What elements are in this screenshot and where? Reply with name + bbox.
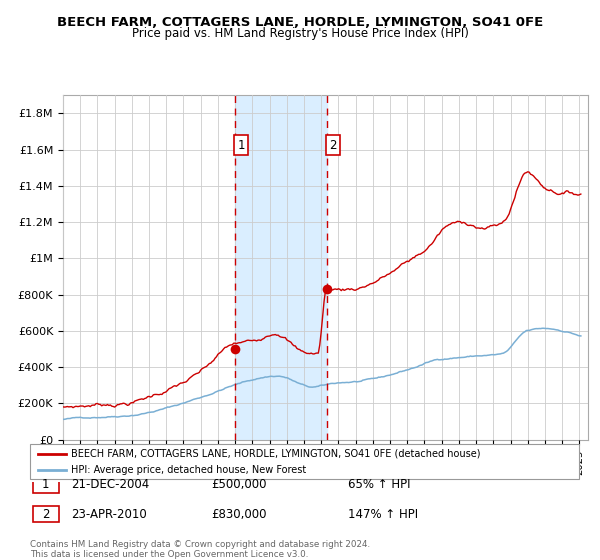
Text: BEECH FARM, COTTAGERS LANE, HORDLE, LYMINGTON, SO41 0FE: BEECH FARM, COTTAGERS LANE, HORDLE, LYMI… (57, 16, 543, 29)
Text: 1: 1 (42, 478, 50, 491)
Text: 2: 2 (329, 139, 337, 152)
Text: £830,000: £830,000 (211, 507, 266, 521)
Text: £500,000: £500,000 (211, 478, 266, 491)
Text: HPI: Average price, detached house, New Forest: HPI: Average price, detached house, New … (71, 465, 307, 475)
Text: 23-APR-2010: 23-APR-2010 (71, 507, 147, 521)
Text: 147% ↑ HPI: 147% ↑ HPI (349, 507, 419, 521)
FancyBboxPatch shape (33, 477, 59, 493)
Text: 1: 1 (237, 139, 245, 152)
FancyBboxPatch shape (33, 506, 59, 522)
Text: 65% ↑ HPI: 65% ↑ HPI (349, 478, 411, 491)
Text: Price paid vs. HM Land Registry's House Price Index (HPI): Price paid vs. HM Land Registry's House … (131, 27, 469, 40)
Text: Contains HM Land Registry data © Crown copyright and database right 2024.: Contains HM Land Registry data © Crown c… (30, 540, 370, 549)
Text: This data is licensed under the Open Government Licence v3.0.: This data is licensed under the Open Gov… (30, 550, 308, 559)
Text: 2: 2 (42, 507, 50, 521)
Text: 21-DEC-2004: 21-DEC-2004 (71, 478, 149, 491)
Bar (235, 95, 326, 440)
Text: BEECH FARM, COTTAGERS LANE, HORDLE, LYMINGTON, SO41 0FE (detached house): BEECH FARM, COTTAGERS LANE, HORDLE, LYMI… (71, 449, 481, 459)
FancyBboxPatch shape (30, 444, 579, 479)
